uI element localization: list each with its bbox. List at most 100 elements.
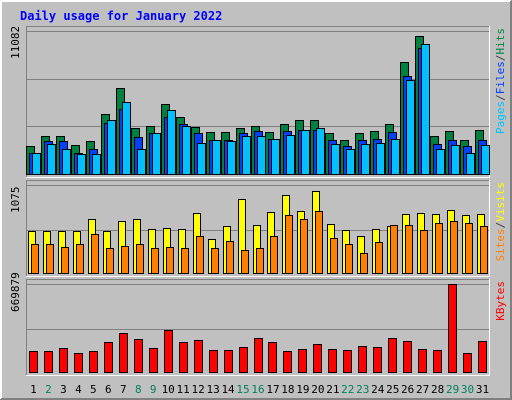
panel-max-label: 11082 [9,26,22,59]
panel-max-label: 669879 [9,272,22,312]
bar-pages-day-9 [152,133,161,175]
bar-pages-day-15 [242,136,251,175]
bar-pages-day-14 [227,141,236,175]
day-label-1: 1 [30,383,37,396]
day-label-9: 9 [150,383,157,396]
chart-panels: 11082 Pages/Files/Hits 1075 Sites / Visits 669… [9,26,507,376]
bar-kbytes-day-4 [74,353,83,373]
panel-legend: KBytes [494,281,507,321]
bar-kbytes-day-31 [478,341,487,373]
series-kbytes [29,284,487,373]
bar-pages-day-13 [212,140,221,175]
legend-entry: Visits [494,182,507,222]
bar-kbytes-day-18 [283,351,292,373]
bar-kbytes-day-21 [328,349,337,373]
bar-sites-day-12 [196,236,204,274]
bar-pages-day-3 [62,149,71,175]
bar-kbytes-day-14 [224,350,233,373]
day-label-14: 14 [221,383,235,396]
bar-sites-day-30 [465,223,473,274]
bar-pages-day-5 [92,154,101,175]
bar-kbytes-day-30 [463,353,472,373]
day-label-25: 25 [386,383,399,396]
day-label-23: 23 [356,383,369,396]
bar-kbytes-day-20 [313,344,322,373]
day-label-13: 13 [206,383,219,396]
day-label-7: 7 [120,383,127,396]
bar-kbytes-day-5 [89,351,98,373]
bar-pages-day-2 [47,144,56,175]
series-pages [32,44,490,175]
day-label-28: 28 [431,383,444,396]
bar-sites-day-8 [136,244,144,274]
bar-kbytes-day-19 [298,349,307,373]
day-label-8: 8 [135,383,142,396]
day-label-11: 11 [177,383,190,396]
bar-sites-day-5 [91,234,99,274]
bar-pages-day-8 [137,149,146,175]
bar-sites-day-3 [61,247,69,274]
day-label-22: 22 [341,383,354,396]
legend-entry: Sites [494,228,507,261]
day-label-31: 31 [476,383,489,396]
panel-legend: Pages/Files/Hits [494,28,507,134]
bar-kbytes-day-11 [179,342,188,373]
bar-kbytes-day-27 [418,349,427,373]
panel-pages-files-hits: 11082 Pages/Files/Hits [9,26,507,178]
day-label-24: 24 [371,383,385,396]
legend-entry: / [494,55,507,62]
bar-pages-day-4 [77,154,86,175]
bar-kbytes-day-1 [29,351,38,373]
bar-pages-day-20 [316,128,325,175]
legend-entry: Files [494,61,507,94]
bar-sites-day-14 [226,241,234,274]
bar-sites-day-7 [121,246,129,274]
bar-pages-day-31 [481,145,490,175]
chart-title: Daily usage for January 2022 [20,9,222,23]
bar-kbytes-day-13 [209,350,218,373]
day-label-20: 20 [311,383,324,396]
bar-pages-day-16 [257,136,266,175]
bar-kbytes-day-17 [268,342,277,373]
bar-kbytes-day-3 [59,348,68,373]
bar-sites-day-21 [330,238,338,274]
day-label-5: 5 [90,383,97,396]
day-label-26: 26 [401,383,414,396]
bar-kbytes-day-6 [104,342,113,373]
legend-entry: / [494,94,507,101]
bar-kbytes-day-24 [373,347,382,373]
bar-pages-day-23 [361,144,370,175]
bar-pages-day-17 [271,139,280,175]
bar-kbytes-day-28 [433,350,442,373]
day-label-30: 30 [461,383,474,396]
day-labels: 1 2 3 4 5 6 7 8 9 10 11 12 13 14 15 16 17 18 19 20 21 22 23 24 2… [30,383,489,396]
day-label-15: 15 [236,383,249,396]
bar-pages-day-12 [197,143,206,175]
bar-kbytes-day-23 [358,346,367,373]
bar-sites-day-29 [450,221,458,274]
bar-pages-day-26 [406,80,415,175]
bar-kbytes-day-29 [448,284,457,373]
day-label-10: 10 [162,383,175,396]
legend-entry: Pages [494,101,507,134]
panel-max-label: 1075 [9,187,22,214]
bar-sites-day-22 [345,244,353,274]
day-label-4: 4 [75,383,82,396]
bar-sites-day-18 [285,215,293,274]
panel-sites-visits: 1075 Sites/Visits [9,180,507,277]
bar-kbytes-day-12 [194,340,203,373]
day-label-3: 3 [60,383,67,396]
bar-pages-day-18 [286,135,295,175]
bar-pages-day-24 [376,143,385,175]
bar-sites-day-15 [241,250,249,274]
bar-kbytes-day-8 [134,339,143,373]
bar-sites-day-1 [31,244,39,274]
bar-pages-day-22 [346,149,355,175]
bar-sites-day-17 [270,236,278,274]
bar-kbytes-day-15 [239,347,248,373]
bar-pages-day-28 [436,149,445,175]
bar-sites-day-20 [315,211,323,274]
bar-sites-day-2 [46,244,54,274]
series-sites [31,211,488,274]
